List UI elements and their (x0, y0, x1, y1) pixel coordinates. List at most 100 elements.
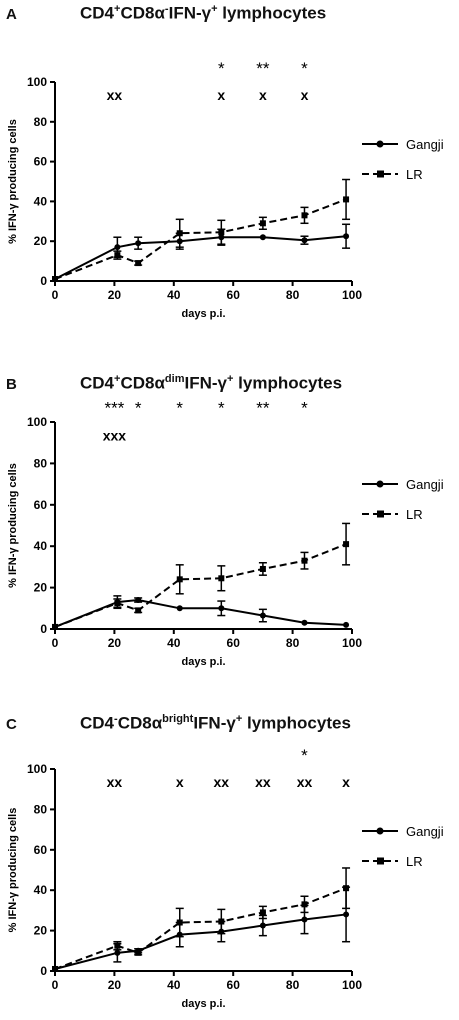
y-tick-label: 60 (34, 155, 48, 169)
data-point-gangji (176, 605, 183, 612)
x-axis-label: days p.i. (181, 656, 225, 668)
y-tick-label: 80 (34, 802, 48, 816)
y-axis-label: % IFN-γ producing cells (7, 119, 19, 244)
significance-marker: x (217, 87, 225, 103)
data-point-lr (176, 230, 183, 237)
significance-marker: *** (104, 399, 124, 418)
y-tick-label: 0 (40, 274, 47, 288)
data-point-gangji (259, 234, 266, 241)
legend-marker (376, 480, 384, 488)
data-point-lr (176, 576, 183, 583)
panel-title: CD4+CD8α-IFN-γ+ lymphocytes (80, 3, 327, 23)
significance-marker: * (218, 399, 225, 418)
x-tick-label: 40 (167, 978, 181, 992)
panel-a: A CD4+CD8α-IFN-γ+ lymphocytes 0 20 40 60 80 1… (0, 0, 459, 340)
data-point-lr (52, 276, 58, 283)
significance-marker: ** (256, 59, 270, 78)
significance-marker: xxx (103, 428, 127, 444)
data-point-gangji (343, 911, 350, 918)
data-point-gangji (135, 240, 142, 247)
significance-marker: xx (107, 774, 123, 790)
data-point-gangji (301, 619, 308, 626)
x-tick-label: 40 (167, 288, 181, 302)
data-point-gangji (343, 621, 350, 628)
y-tick-label: 0 (40, 622, 47, 636)
y-axis-label: % IFN-γ producing cells (7, 808, 19, 933)
significance-marker: x (342, 774, 350, 790)
y-tick-label: 20 (34, 924, 48, 938)
series-line-gangji (54, 599, 347, 628)
x-tick-label: 0 (52, 978, 59, 992)
legend-marker (377, 857, 384, 865)
y-tick-label: 40 (34, 883, 48, 897)
data-point-lr (343, 541, 350, 548)
data-point-lr (135, 949, 142, 956)
panel-b: B CD4+CD8αdimIFN-γ+ lymphocytes 0 20 40 60 8… (0, 340, 459, 680)
data-point-lr (52, 623, 58, 630)
significance-marker: xx (214, 774, 230, 790)
legend-label-lr: LR (406, 507, 423, 522)
panel-title: CD4+CD8αdimIFN-γ+ lymphocytes (80, 373, 343, 393)
legend-label-gangji: Gangji (406, 824, 444, 839)
data-point-lr (301, 901, 308, 908)
significance-marker: * (218, 59, 225, 78)
data-point-lr (301, 557, 308, 564)
x-tick-label: 0 (52, 288, 59, 302)
data-point-lr (218, 229, 225, 236)
x-tick-label: 80 (286, 288, 300, 302)
data-point-lr (218, 918, 225, 925)
y-tick-label: 80 (34, 456, 48, 470)
series-line-gangji (54, 235, 347, 280)
data-point-lr (301, 212, 308, 219)
y-tick-label: 0 (40, 964, 47, 978)
x-tick-label: 20 (108, 978, 122, 992)
legend-label-lr: LR (406, 854, 423, 869)
significance-marker: xx (107, 87, 123, 103)
chart-a: 0 20 40 60 80 100 0 20 40 60 80 100 days p.i. % IFN-γ… (7, 59, 444, 320)
x-tick-label: 60 (227, 978, 241, 992)
x-tick-label: 60 (227, 288, 241, 302)
y-tick-label: 60 (34, 843, 48, 857)
data-point-lr (114, 252, 121, 259)
y-tick-label: 20 (34, 581, 48, 595)
x-axis-label: days p.i. (181, 998, 225, 1010)
data-point-lr (218, 575, 225, 582)
panel-label: A (6, 6, 17, 23)
y-axis-label: % IFN-γ producing cells (7, 463, 19, 588)
x-tick-label: 60 (227, 636, 241, 650)
data-point-lr (259, 565, 266, 572)
x-axis-label: days p.i. (181, 308, 225, 320)
data-point-lr (343, 196, 350, 203)
data-point-lr (52, 965, 58, 972)
data-point-gangji (301, 916, 308, 923)
legend-marker (376, 827, 384, 835)
legend-marker (377, 170, 384, 178)
legend-label-lr: LR (406, 167, 423, 182)
significance-marker: x (176, 774, 184, 790)
legend-label-gangji: Gangji (406, 137, 444, 152)
significance-marker: ** (256, 399, 270, 418)
data-point-gangji (343, 233, 350, 240)
x-tick-label: 80 (286, 636, 300, 650)
significance-marker: * (135, 399, 142, 418)
series-line-lr (54, 543, 347, 628)
significance-marker: * (301, 59, 308, 78)
x-tick-label: 20 (108, 636, 122, 650)
data-point-gangji (114, 949, 121, 956)
panel-label: C (6, 716, 17, 733)
data-point-lr (135, 607, 142, 614)
x-tick-label: 0 (52, 636, 59, 650)
data-point-lr (259, 220, 266, 227)
x-tick-label: 100 (342, 288, 362, 302)
data-point-gangji (114, 244, 121, 251)
significance-marker: * (301, 746, 308, 765)
data-point-lr (135, 260, 142, 267)
y-tick-label: 40 (34, 194, 48, 208)
data-point-lr (343, 885, 350, 892)
data-point-lr (114, 600, 121, 607)
data-point-lr (114, 942, 121, 949)
legend-marker (376, 140, 384, 148)
panel-title: CD4-CD8αbrightIFN-γ+ lymphocytes (80, 713, 351, 733)
y-tick-label: 60 (34, 498, 48, 512)
y-tick-label: 100 (27, 415, 47, 429)
